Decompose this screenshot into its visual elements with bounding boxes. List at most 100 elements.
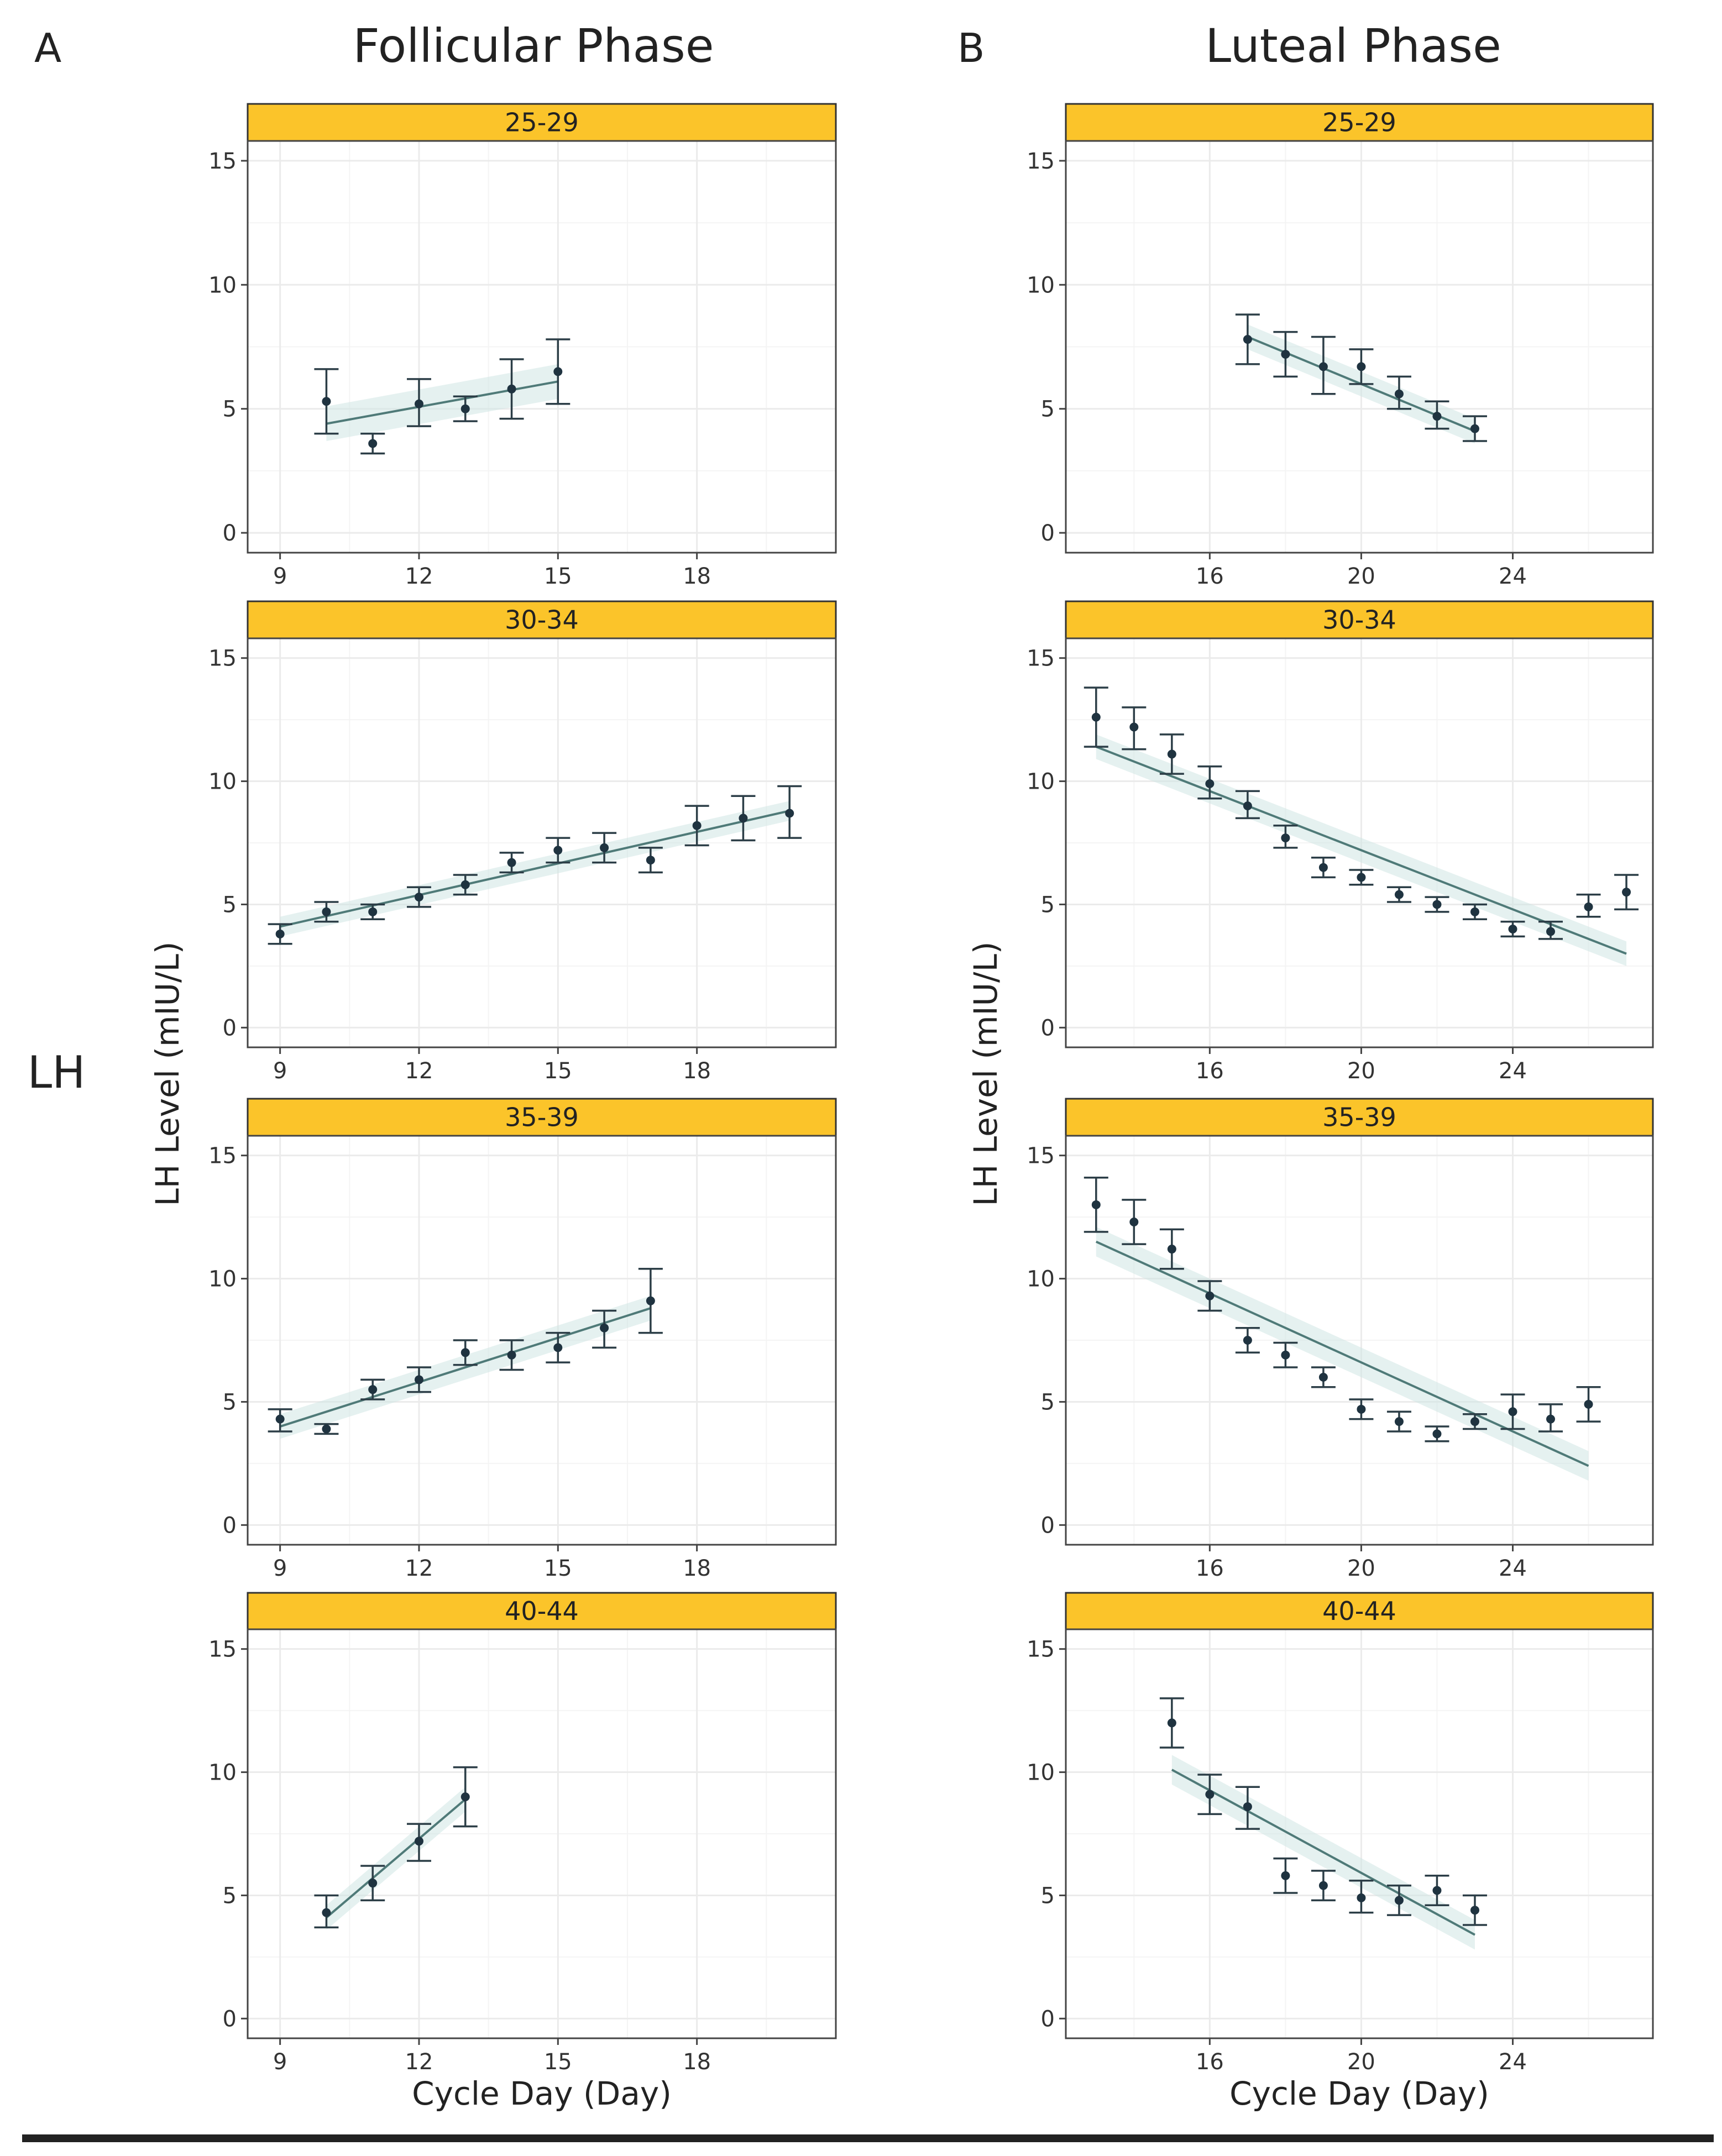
x-axis-title: Cycle Day (Day) <box>1229 2075 1489 2112</box>
facet-strip-label: 25-29 <box>1322 108 1396 138</box>
data-point <box>1281 1871 1290 1880</box>
data-point <box>368 907 378 916</box>
data-point <box>322 1908 331 1917</box>
data-point <box>646 1296 655 1305</box>
data-point <box>1394 890 1404 899</box>
y-tick-label: 5 <box>1041 1883 1055 1908</box>
y-tick-label: 0 <box>1041 1015 1055 1041</box>
fit-line <box>1171 1769 1475 1936</box>
data-point <box>1357 1404 1366 1414</box>
fit-line <box>326 1798 467 1919</box>
data-point <box>1432 1429 1442 1439</box>
y-tick-label: 10 <box>208 272 237 298</box>
y-tick-label: 0 <box>223 1513 237 1538</box>
facet-a-35-39: 35-39 0 5 10 15 9 12 15 18 <box>208 1098 837 1581</box>
data-point <box>739 814 748 823</box>
x-tick-label: 24 <box>1499 2049 1527 2075</box>
data-point <box>1243 1336 1252 1345</box>
y-tick-label: 15 <box>1027 1637 1055 1662</box>
data-point <box>1357 1893 1366 1902</box>
y-tick-label: 15 <box>208 646 237 672</box>
data-point <box>1394 1417 1404 1426</box>
data-point <box>507 1350 516 1360</box>
y-tick-label: 15 <box>1027 149 1055 174</box>
data-point <box>1584 1399 1593 1409</box>
y-tick-label: 5 <box>1041 1389 1055 1415</box>
y-tick-label: 10 <box>1027 272 1055 298</box>
data-point <box>1470 424 1479 433</box>
facet-a-40-44: 40-44 0 5 10 15 9 12 15 18 <box>208 1592 837 2075</box>
y-tick-label: 15 <box>1027 1143 1055 1169</box>
x-tick-label: 15 <box>544 564 572 589</box>
plot-frame <box>1065 1135 1654 1546</box>
data-point <box>1091 1200 1101 1209</box>
y-tick-label: 5 <box>1041 892 1055 917</box>
facet-strip-label: 30-34 <box>505 605 579 635</box>
data-point <box>414 1375 423 1384</box>
data-point <box>1546 1414 1556 1424</box>
data-point <box>1129 1218 1139 1227</box>
data-point <box>507 858 516 867</box>
x-tick-label: 18 <box>683 1058 711 1084</box>
data-point <box>460 404 470 413</box>
data-point <box>1470 907 1479 916</box>
data-point <box>1281 349 1290 359</box>
data-point <box>553 1343 563 1352</box>
data-point <box>1394 1896 1404 1905</box>
facet-strip-label: 40-44 <box>1322 1596 1396 1626</box>
data-point <box>1167 749 1176 759</box>
x-tick-label: 16 <box>1196 1556 1224 1581</box>
y-tick-label: 15 <box>208 149 237 174</box>
data-point <box>1584 902 1593 911</box>
data-point <box>368 439 378 448</box>
y-tick-label: 15 <box>208 1637 237 1662</box>
y-tick-label: 0 <box>223 521 237 546</box>
data-point <box>785 809 794 818</box>
y-tick-label: 10 <box>208 1267 237 1292</box>
facet-strip <box>1065 1592 1654 1630</box>
data-point <box>1357 873 1366 882</box>
y-tick-label: 5 <box>223 1389 237 1415</box>
data-point <box>1432 900 1442 909</box>
y-axis-title: LH Level (mIU/L) <box>149 941 186 1206</box>
x-tick-label: 12 <box>405 1556 433 1581</box>
x-tick-label: 9 <box>273 564 287 589</box>
plot-frame <box>1065 637 1654 1048</box>
y-tick-label: 5 <box>223 1883 237 1908</box>
fit-line <box>326 380 558 425</box>
facet-strip <box>1065 1098 1654 1137</box>
y-tick-label: 10 <box>208 1760 237 1786</box>
data-point <box>1508 925 1517 934</box>
fit-line <box>280 1307 651 1428</box>
data-point <box>600 843 609 852</box>
x-tick-label: 18 <box>683 2049 711 2075</box>
facet-strip <box>1065 600 1654 639</box>
data-point <box>553 367 563 376</box>
data-point <box>1281 833 1290 843</box>
data-point <box>1470 1417 1479 1426</box>
data-point <box>414 893 423 902</box>
data-point <box>1470 1906 1479 1915</box>
facet-b-25-29: 25-29 0 5 10 15 16 20 24 <box>1027 103 1654 589</box>
data-point <box>1394 389 1404 398</box>
fit-line <box>1096 746 1627 955</box>
x-tick-label: 15 <box>544 1058 572 1084</box>
column-title-luteal: Luteal Phase <box>1205 19 1501 73</box>
data-point <box>507 384 516 394</box>
data-point <box>1357 362 1366 371</box>
data-point <box>414 399 423 408</box>
x-tick-label: 16 <box>1196 564 1224 589</box>
panel-letter-a: A <box>34 25 61 71</box>
data-point <box>1243 335 1252 344</box>
x-tick-label: 16 <box>1196 1058 1224 1084</box>
facet-strip-label: 35-39 <box>1322 1103 1396 1132</box>
data-point <box>322 397 331 406</box>
plot-frame <box>247 140 837 554</box>
data-point <box>1167 1245 1176 1254</box>
column-title-follicular: Follicular Phase <box>353 19 714 73</box>
data-point <box>1091 712 1101 722</box>
data-point <box>414 1837 423 1846</box>
data-point <box>1508 1407 1517 1417</box>
facet-strip-label: 30-34 <box>1322 605 1396 635</box>
facet-a-25-29: 25-29 0 5 10 15 9 12 15 18 <box>208 103 837 589</box>
